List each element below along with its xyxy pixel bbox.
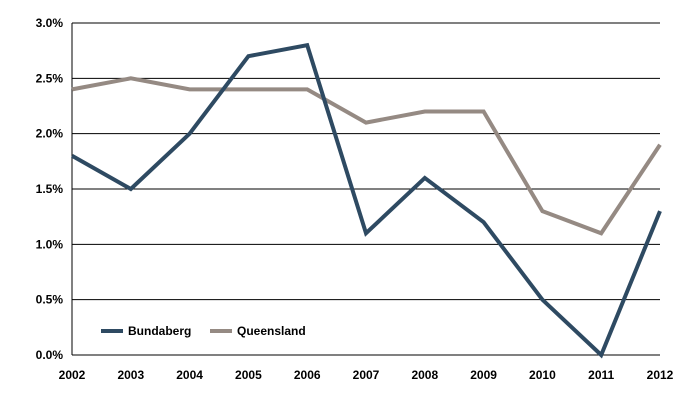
y-tick-label: 0.0%	[36, 348, 64, 362]
y-tick-label: 2.0%	[36, 127, 64, 141]
legend-label-queensland: Queensland	[237, 324, 306, 338]
y-tick-label: 1.0%	[36, 237, 64, 251]
x-tick-label: 2011	[588, 368, 614, 382]
x-tick-label: 2003	[117, 368, 144, 382]
series-line-bundaberg	[71, 42, 662, 359]
y-tick-label: 1.5%	[36, 182, 64, 196]
x-tick-label: 2008	[411, 368, 438, 382]
x-tick-label: 2006	[294, 368, 321, 382]
x-tick-label: 2012	[647, 368, 674, 382]
x-tick-label: 2002	[59, 368, 86, 382]
y-tick-label: 3.0%	[36, 16, 64, 30]
series-lines	[71, 42, 662, 359]
legend: Bundaberg Queensland	[101, 324, 306, 338]
grid-lines	[72, 22, 660, 301]
x-tick-label: 2007	[353, 368, 380, 382]
y-tick-label: 2.5%	[36, 71, 64, 85]
y-tick-labels: 0.0% 0.5% 1.0% 1.5% 2.0% 2.5% 3.0%	[36, 16, 64, 362]
x-tick-label: 2005	[235, 368, 262, 382]
x-tick-labels: 2002 2003 2004 2005 2006 2007 2008 2009 2010 2011…	[59, 368, 674, 382]
x-tick-label: 2010	[529, 368, 556, 382]
series-line-queensland	[71, 76, 662, 236]
y-tick-label: 0.5%	[36, 293, 64, 307]
legend-label-bundaberg: Bundaberg	[128, 324, 191, 338]
x-tick-label: 2004	[176, 368, 203, 382]
x-tick-label: 2009	[470, 368, 497, 382]
axes	[71, 23, 660, 356]
